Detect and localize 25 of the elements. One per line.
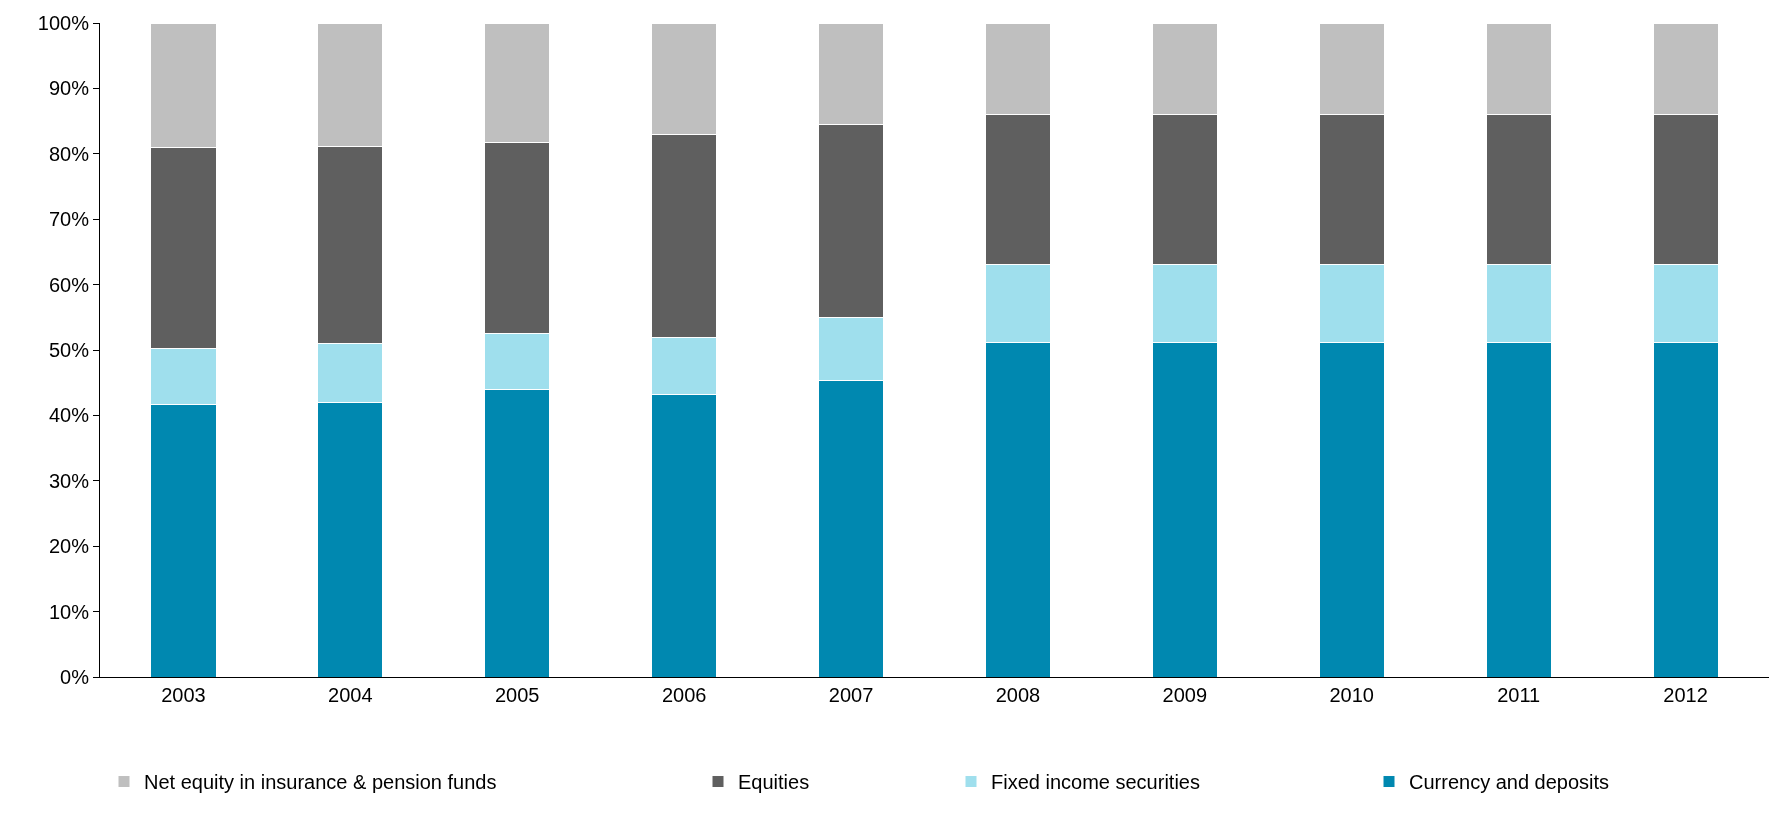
- x-tick-label: 2009: [1162, 684, 1208, 706]
- y-tick-label: 50%: [48, 339, 90, 361]
- x-tick-label: 2011: [1497, 684, 1541, 706]
- y-tick-label: 20%: [48, 535, 90, 558]
- legend-label: Net equity in insurance & pension funds: [144, 771, 497, 794]
- y-tick-label: 90%: [48, 77, 90, 100]
- y-tick-label: 30%: [48, 469, 90, 492]
- y-tick-label: 70%: [48, 208, 90, 231]
- x-tick-label: 2008: [995, 684, 1041, 706]
- x-tick-label: 2004: [328, 684, 373, 706]
- x-tick-label: 2005: [495, 684, 540, 706]
- y-tick-label: 60%: [48, 273, 90, 296]
- y-tick-label: 80%: [48, 142, 90, 165]
- y-tick-label: 0%: [60, 666, 90, 688]
- x-tick-label: 2010: [1329, 684, 1374, 706]
- x-tick-label: 2007: [828, 684, 874, 706]
- legend-label: Fixed income securities: [991, 771, 1200, 794]
- y-tick-label: 10%: [48, 600, 90, 623]
- y-tick-label: 40%: [48, 404, 90, 427]
- x-tick-label: 2012: [1663, 684, 1708, 706]
- x-tick-label: 2003: [161, 684, 206, 706]
- legend-label: Currency and deposits: [1409, 771, 1610, 794]
- legend-label: Equities: [738, 771, 810, 794]
- y-tick-label: 100%: [37, 12, 90, 34]
- x-tick-label: 2006: [661, 684, 707, 706]
